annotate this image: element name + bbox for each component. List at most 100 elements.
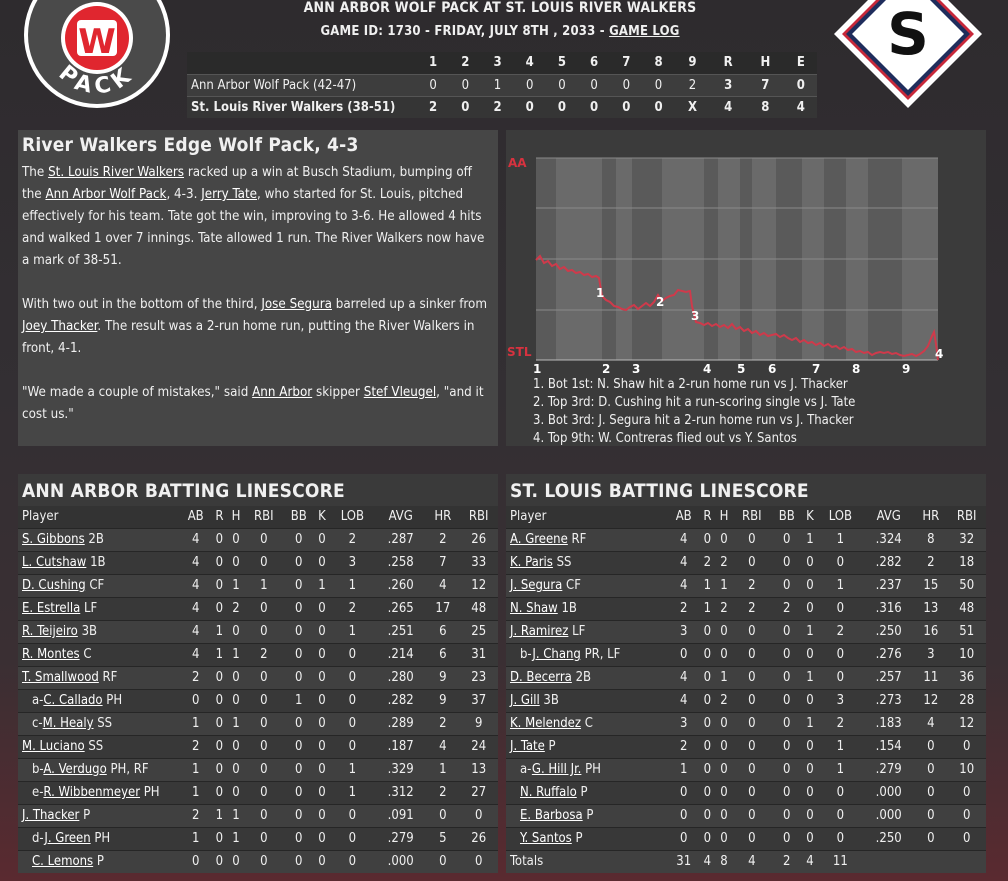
batter-row: J. Gill 3B 4 0 2 0 0 0 3.273 12 28	[506, 688, 986, 712]
column-header[interactable]: H	[715, 506, 733, 528]
recap-link[interactable]: St. Louis River Walkers	[48, 165, 185, 180]
column-header[interactable]: BB	[283, 506, 315, 528]
batter-row: K. Paris SS 4 2 2 0 0 0 0.282 2 18	[506, 550, 986, 574]
column-header[interactable]: HR	[914, 506, 948, 528]
column-header[interactable]: AVG	[375, 506, 427, 528]
recap-link[interactable]: Ann Arbor	[252, 385, 313, 400]
stat-cell: 0	[715, 527, 733, 551]
player-name-link[interactable]: J. Thacker	[22, 808, 80, 823]
player-name-link[interactable]: D. Cushing	[22, 578, 86, 593]
stat-cell: 0	[715, 734, 733, 758]
column-header[interactable]: RBI	[459, 506, 498, 528]
column-header[interactable]: HR	[426, 506, 460, 528]
stat-cell: 0	[732, 688, 772, 712]
stat-cell: 1	[715, 573, 733, 597]
player-name-link[interactable]: T. Smallwood	[22, 670, 99, 685]
stat-cell: 2	[732, 596, 772, 620]
player-name-link[interactable]: M. Healy	[42, 716, 94, 731]
stat-cell: 0	[802, 642, 818, 666]
away-team-logo: W PACK	[24, 0, 170, 108]
player-name-link[interactable]: N. Shaw	[510, 601, 558, 616]
stat-cell: 4	[668, 688, 700, 712]
player-name-link[interactable]: D. Becerra	[510, 670, 572, 685]
stat-cell: 4	[180, 596, 212, 620]
column-header[interactable]: LOB	[817, 506, 864, 528]
player-name-link[interactable]: J. Segura	[510, 578, 563, 593]
batter-row: K. Melendez C 3 0 0 0 0 1 2.183 4 12	[506, 711, 986, 735]
recap-link[interactable]: Joey Thacker	[22, 319, 98, 334]
sub-prefix: a-	[32, 693, 44, 708]
stat-cell: 0	[771, 550, 803, 574]
player-name-link[interactable]: J. Ramirez	[510, 624, 569, 639]
stat-cell: 4	[668, 550, 700, 574]
stat-cell: 1	[699, 596, 716, 620]
recap-link[interactable]: Stef Vleugel	[363, 385, 437, 400]
player-position: 1B	[561, 601, 577, 616]
stat-cell: .260	[375, 573, 427, 597]
player-name-link[interactable]: R. Montes	[22, 647, 80, 662]
column-header[interactable]: RBI	[244, 506, 284, 528]
stat-cell: 0	[314, 665, 330, 689]
player-name-link[interactable]: M. Luciano	[22, 739, 85, 754]
column-header[interactable]: AB	[180, 506, 212, 528]
recap-link[interactable]: Jose Segura	[261, 297, 332, 312]
recap-link[interactable]: Jerry Tate	[201, 187, 258, 202]
recap-link[interactable]: Ann Arbor Wolf Pack	[45, 187, 167, 202]
player-name-link[interactable]: G. Hill Jr.	[531, 762, 582, 777]
column-header[interactable]: K	[802, 506, 818, 528]
recap-text: barreled up a sinker from	[331, 297, 488, 312]
column-header[interactable]: Player	[18, 506, 180, 528]
recap-paragraph-2: With two out in the bottom of the third,…	[22, 294, 494, 360]
player-name-link[interactable]: R. Wibbenmeyer	[43, 785, 141, 800]
player-name-link[interactable]: E. Barbosa	[520, 808, 583, 823]
player-name-link[interactable]: L. Cutshaw	[22, 555, 87, 570]
player-name-link[interactable]: R. Teijeiro	[22, 624, 78, 639]
player-name-link[interactable]: J. Green	[44, 831, 91, 846]
batter-row: b-J. Chang PR, LF 0 0 0 0 0 0 0.276 3 10	[506, 642, 986, 666]
player-name-link[interactable]: J. Chang	[532, 647, 581, 662]
stat-cell: 0	[732, 780, 772, 804]
batter-cell: d-J. Green PH	[18, 826, 180, 850]
player-name-link[interactable]: K. Melendez	[510, 716, 582, 731]
column-header[interactable]: AB	[668, 506, 700, 528]
player-name-link[interactable]: Y. Santos	[520, 831, 572, 846]
player-name-link[interactable]: C. Callado	[43, 693, 103, 708]
game-log-link[interactable]: GAME LOG	[609, 24, 680, 39]
column-header[interactable]: R	[211, 506, 228, 528]
player-name-link[interactable]: A. Verdugo	[43, 762, 107, 777]
player-name-link[interactable]: A. Greene	[510, 532, 568, 547]
stat-cell: 4	[180, 642, 212, 666]
stat-cell: 1	[211, 619, 228, 643]
runs-header: R	[723, 55, 733, 71]
stat-cell: 0	[329, 665, 376, 689]
player-name-link[interactable]: J. Tate	[510, 739, 545, 754]
stat-cell: 1	[227, 803, 245, 827]
player-name-link[interactable]: E. Estrella	[22, 601, 81, 616]
player-name-link[interactable]: S. Gibbons	[22, 532, 85, 547]
stat-cell: 7	[426, 550, 460, 574]
inning-tick-label: 5	[737, 362, 745, 376]
column-header[interactable]: LOB	[329, 506, 376, 528]
column-header[interactable]: Player	[506, 506, 668, 528]
stat-cell: 0	[817, 665, 864, 689]
player-name-link[interactable]: K. Paris	[510, 555, 553, 570]
recap-headline: River Walkers Edge Wolf Pack, 4-3	[22, 134, 359, 156]
stat-cell: .214	[375, 642, 427, 666]
player-name-link[interactable]: C. Lemons	[32, 854, 94, 870]
player-name-link[interactable]: N. Ruffalo	[520, 785, 577, 800]
inning-score: 2	[688, 77, 697, 93]
column-header[interactable]: AVG	[863, 506, 915, 528]
player-name-link[interactable]: J. Gill	[510, 693, 540, 708]
column-header[interactable]: BB	[771, 506, 803, 528]
column-header[interactable]: R	[699, 506, 716, 528]
column-header[interactable]: RBI	[732, 506, 772, 528]
column-header[interactable]: K	[314, 506, 330, 528]
column-header[interactable]: H	[227, 506, 245, 528]
column-header[interactable]: RBI	[947, 506, 986, 528]
stat-cell: 50	[947, 573, 986, 597]
batter-cell: R. Teijeiro 3B	[18, 619, 180, 643]
stat-cell: 0	[283, 642, 315, 666]
player-position: SS	[97, 716, 113, 731]
stat-cell: .329	[375, 757, 427, 781]
stat-cell: 0	[227, 688, 245, 712]
